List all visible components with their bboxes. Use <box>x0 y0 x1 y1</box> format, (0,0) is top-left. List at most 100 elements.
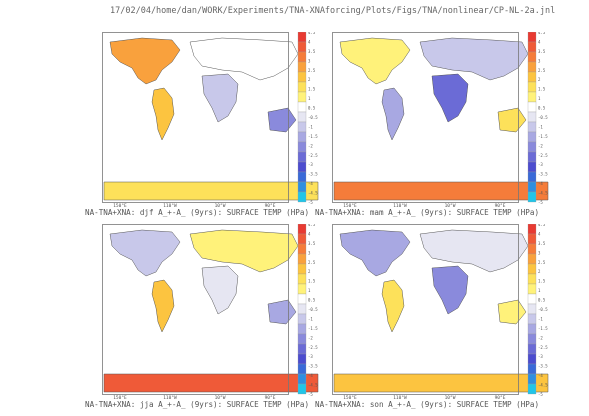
map-panel-djf: 4.5 4 3.5 3 2.5 2 1.5 1 0.5 -0.5 -1 -1.5 -2 -2.5 -3 -3.… <box>80 14 330 217</box>
colorbar-tick-label: -1 <box>538 124 543 129</box>
colorbar-tick-label: 4 <box>538 39 541 44</box>
colorbar-segment <box>297 141 307 153</box>
colorbar-segment <box>527 243 537 255</box>
colorbar-tick-label: 1 <box>538 96 541 101</box>
colorbar-tick-label: -2.5 <box>538 345 548 350</box>
land-region <box>339 229 411 277</box>
land-region <box>381 87 405 141</box>
colorbar-segment <box>527 51 537 63</box>
colorbar-tick-label: -3.5 <box>308 364 318 369</box>
colorbar-tick-label: -2 <box>308 335 313 340</box>
colorbar-segment <box>527 141 537 153</box>
colorbar-tick-label: -0.5 <box>538 307 548 312</box>
colorbar-tick-label: -5 <box>538 392 543 397</box>
colorbar-tick-label: -0.5 <box>308 115 318 120</box>
plot-header-path: 17/02/04/home/dan/WORK/Experiments/TNA-X… <box>110 6 556 16</box>
colorbar-tick-label: 2.5 <box>308 260 316 265</box>
panel-caption-son: NA-TNA+XNA: son A_+-A_ (9yrs): SURFACE T… <box>315 400 540 409</box>
colorbar-tick-label: -3 <box>538 354 543 359</box>
colorbar-tick-label: -1.5 <box>308 326 318 331</box>
plot-frame <box>102 32 289 203</box>
colorbar-tick-label: 0.5 <box>538 106 546 111</box>
colorbar-tick-label: -1 <box>308 124 313 129</box>
x-tick-label: 110°W <box>163 395 177 400</box>
map-plot-mam: 4.5 4 3.5 3 2.5 2 1.5 1 0.5 -0.5 -1 -1.5 -2 -2.5 -3 -3.… <box>332 32 550 208</box>
map-panel-son: 4.5 4 3.5 3 2.5 2 1.5 1 0.5 -0.5 -1 -1.5 -2 -2.5 -3 -3.… <box>310 206 560 409</box>
colorbar-segment <box>297 224 307 235</box>
colorbar-tick-label: -1 <box>308 316 313 321</box>
colorbar-tick-label: 2 <box>308 269 311 274</box>
colorbar-segment <box>297 253 307 265</box>
colorbar-tick-label: 1 <box>308 96 311 101</box>
colorbar-segment <box>527 303 537 315</box>
colorbar-tick-label: -3 <box>308 162 313 167</box>
panel-caption-jja: NA-TNA+XNA: jja A_+-A_ (9yrs): SURFACE T… <box>85 400 310 409</box>
land-region <box>151 87 175 141</box>
x-tick-label: 110°W <box>393 203 407 208</box>
colorbar-segment <box>297 151 307 163</box>
panel-caption-djf: NA-TNA+XNA: djf A_+-A_ (9yrs): SURFACE T… <box>85 208 310 217</box>
colorbar-tick-label: -4.5 <box>308 191 318 196</box>
colorbar-segment <box>527 131 537 143</box>
colorbar-tick-label: 4 <box>308 231 311 236</box>
colorbar-segment <box>527 191 537 203</box>
land-region <box>339 37 411 85</box>
land-region <box>201 73 239 123</box>
colorbar-tick-label: -3.5 <box>538 172 548 177</box>
land-region <box>381 279 405 333</box>
colorbar-segment <box>527 383 537 395</box>
colorbar-tick-label: -1 <box>538 316 543 321</box>
colorbar-tick-label: -3.5 <box>538 364 548 369</box>
colorbar-segment <box>527 353 537 365</box>
map-plot-son: 4.5 4 3.5 3 2.5 2 1.5 1 0.5 -0.5 -1 -1.5 -2 -2.5 -3 -3.… <box>332 224 550 400</box>
colorbar-tick-label: 4 <box>538 231 541 236</box>
colorbar-tick-label: 1.5 <box>538 279 546 284</box>
colorbar-segment <box>297 353 307 365</box>
colorbar-segment <box>527 233 537 245</box>
colorbar-segment <box>297 161 307 173</box>
colorbar-segment <box>297 383 307 395</box>
colorbar-segment <box>297 273 307 285</box>
colorbar-tick-label: -4 <box>538 373 543 378</box>
colorbar-segment <box>297 101 307 113</box>
colorbar-segment <box>297 41 307 53</box>
colorbar-tick-label: -2.5 <box>538 153 548 158</box>
colorbar-tick-label: 3.5 <box>538 241 546 246</box>
land-region <box>333 181 549 201</box>
colorbar-segment <box>527 263 537 275</box>
colorbar-tick-label: 2 <box>308 77 311 82</box>
colorbar-tick-label: -4 <box>538 181 543 186</box>
colorbar-segment <box>527 323 537 335</box>
x-tick-label: 90°E <box>265 203 276 208</box>
colorbar-tick-label: 0.5 <box>308 106 316 111</box>
colorbar-segment <box>527 101 537 113</box>
colorbar-tick-label: 1 <box>538 288 541 293</box>
colorbar-segment <box>297 303 307 315</box>
x-tick-label: 10°W <box>445 395 456 400</box>
colorbar-segment <box>527 81 537 93</box>
colorbar-segment <box>297 333 307 345</box>
colorbar-segment <box>527 293 537 305</box>
colorbar-segment <box>297 111 307 123</box>
colorbar-tick-label: -4.5 <box>308 383 318 388</box>
colorbar-segment <box>527 151 537 163</box>
colorbar-tick-label: 3 <box>308 58 311 63</box>
colorbar-tick-label: -2 <box>538 143 543 148</box>
x-tick-label: 10°W <box>215 203 226 208</box>
land-region <box>109 229 181 277</box>
x-tick-label: 150°E <box>113 203 127 208</box>
colorbar-tick-label: -4 <box>308 373 313 378</box>
colorbar-segment <box>297 51 307 63</box>
land-region <box>189 229 299 273</box>
x-tick-label: 90°E <box>495 203 506 208</box>
plot-frame <box>102 224 289 395</box>
colorbar-segment <box>297 283 307 295</box>
colorbar-segment <box>297 293 307 305</box>
colorbar-tick-label: -0.5 <box>308 307 318 312</box>
colorbar-segment <box>297 243 307 255</box>
colorbar-tick-label: 3 <box>538 58 541 63</box>
land-region <box>103 373 319 393</box>
plot-frame <box>332 32 519 203</box>
colorbar-segment <box>527 32 537 43</box>
colorbar-tick-label: -5 <box>308 200 313 205</box>
